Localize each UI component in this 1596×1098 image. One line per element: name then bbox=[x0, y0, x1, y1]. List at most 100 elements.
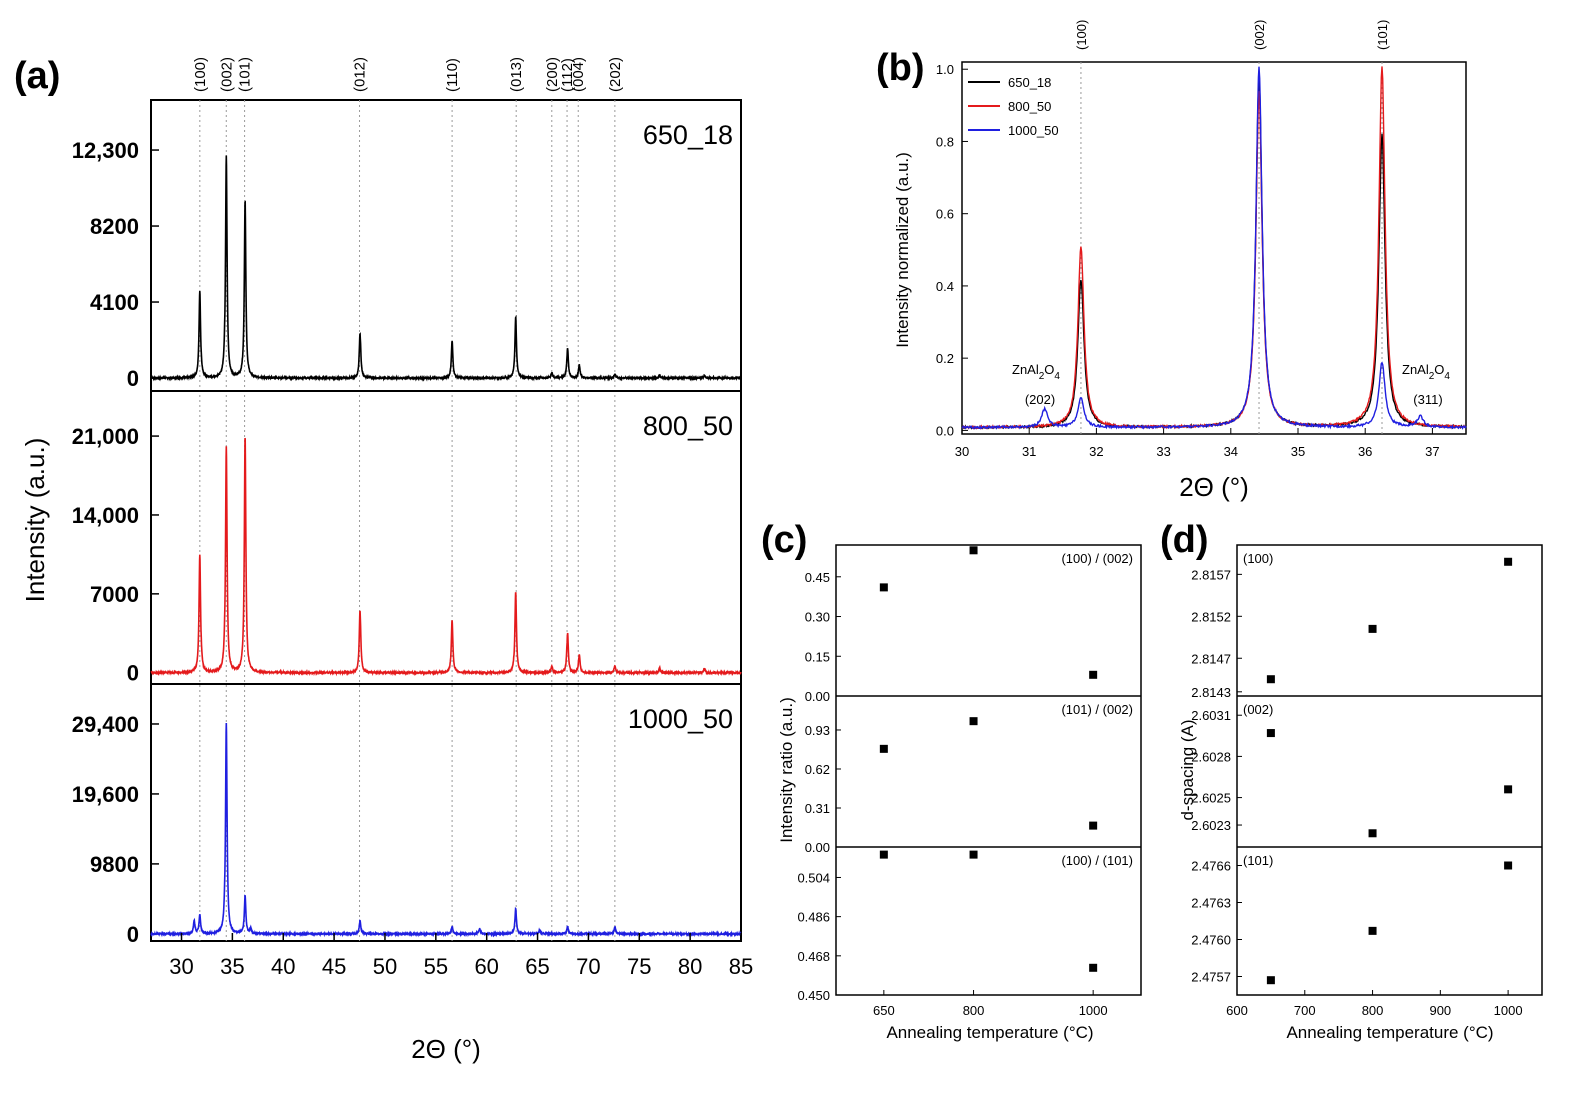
data-point bbox=[879, 583, 888, 592]
data-point bbox=[1504, 861, 1513, 870]
ytick-label-0-450: 0.450 bbox=[797, 988, 830, 1003]
xtick-label-55: 55 bbox=[424, 954, 448, 979]
subplot-title-100-002: (100) / (002) bbox=[1061, 551, 1133, 566]
series-label-1000-50: 1000_50 bbox=[628, 704, 733, 734]
xtick-label-40: 40 bbox=[271, 954, 295, 979]
data-point bbox=[1368, 624, 1377, 633]
ytick-label-0-15: 0.15 bbox=[805, 649, 830, 664]
ytick-label-2-4757: 2.4757 bbox=[1191, 970, 1231, 985]
subplot-title-100-101: (100) / (101) bbox=[1061, 853, 1133, 868]
xtick-label-b-35: 35 bbox=[1291, 444, 1305, 459]
hkl-label-002: (002) bbox=[1252, 20, 1267, 50]
hkl-label-012: (012) bbox=[352, 57, 369, 92]
xtick-label-45: 45 bbox=[322, 954, 346, 979]
ytick-label-b-0-2: 0.2 bbox=[936, 351, 954, 366]
hkl-label-101: (101) bbox=[1375, 20, 1390, 50]
ytick-label-21-000: 21,000 bbox=[72, 424, 139, 449]
xtick-label-panel-c-800: 800 bbox=[963, 1003, 985, 1018]
hkl-label-112: (112) bbox=[559, 58, 576, 92]
annotation-hkl-202: (202) bbox=[1025, 392, 1055, 407]
ytick-label-b-1-0: 1.0 bbox=[936, 62, 954, 77]
ytick-label-2-8152: 2.8152 bbox=[1191, 609, 1231, 624]
ytick-label-0-62: 0.62 bbox=[805, 762, 830, 777]
ytick-label-7000: 7000 bbox=[90, 582, 139, 607]
subplot-title-101-002: (101) / (002) bbox=[1061, 702, 1133, 717]
ytick-label-b-0-6: 0.6 bbox=[936, 207, 954, 222]
data-point bbox=[1266, 976, 1275, 985]
ytick-label-0-30: 0.30 bbox=[805, 610, 830, 625]
data-point bbox=[1368, 829, 1377, 838]
legend-label-1000-50: 1000_50 bbox=[1008, 123, 1059, 138]
data-point bbox=[1266, 729, 1275, 738]
annotation-part: 4 bbox=[1444, 371, 1450, 382]
subplot-title-100: (100) bbox=[1243, 551, 1273, 566]
annotation-zinc-aluminate: ZnAl2O4 bbox=[1012, 362, 1060, 382]
hkl-label-004: (004) bbox=[570, 57, 587, 92]
xtick-label-80: 80 bbox=[678, 954, 702, 979]
xtick-label-b-36: 36 bbox=[1358, 444, 1372, 459]
ytick-label-19-600: 19,600 bbox=[72, 782, 139, 807]
ytick-label-2-6031: 2.6031 bbox=[1191, 708, 1231, 723]
xtick-label-70: 70 bbox=[576, 954, 600, 979]
y-axis-label-panel-c: Intensity ratio (a.u.) bbox=[777, 697, 796, 843]
ytick-label-4100: 4100 bbox=[90, 290, 139, 315]
panel-a-frame bbox=[150, 99, 742, 942]
series-line-650-18 bbox=[150, 155, 742, 382]
xtick-label-panel-c-1000: 1000 bbox=[1079, 1003, 1108, 1018]
x-axis-label-b: 2Θ (°) bbox=[1179, 472, 1249, 502]
ytick-label-29-400: 29,400 bbox=[72, 712, 139, 737]
hkl-label-002: (002) bbox=[218, 57, 235, 92]
data-point bbox=[1089, 963, 1098, 972]
hkl-label-202: (202) bbox=[607, 57, 624, 92]
panel-a: (a) (100) (002) (101) (012) (110) (013) (200)(1… bbox=[14, 55, 753, 1064]
xtick-label-35: 35 bbox=[220, 954, 244, 979]
annotation-part: 4 bbox=[1054, 371, 1060, 382]
annotation-zinc-aluminate: ZnAl2O4 bbox=[1402, 362, 1450, 382]
series-label-650-18: 650_18 bbox=[643, 120, 733, 150]
y-axis-label-panel-d: d-spacing (A) bbox=[1178, 719, 1197, 820]
ytick-label-9800: 9800 bbox=[90, 852, 139, 877]
ytick-label-8200: 8200 bbox=[90, 214, 139, 239]
panel-d: (d) 2.8143 2.8147 2.8152 2.8157 (100) 2.6023 2.… bbox=[1160, 519, 1543, 1042]
hkl-label-110: (110) bbox=[444, 58, 461, 92]
ytick-label-b-0-8: 0.8 bbox=[936, 134, 954, 149]
subplot-title-101: (101) bbox=[1243, 853, 1273, 868]
ytick-label-0-00: 0.00 bbox=[805, 840, 830, 855]
annotation-part: O bbox=[1044, 362, 1054, 377]
ytick-label-2-8147: 2.8147 bbox=[1191, 651, 1231, 666]
xtick-label-b-32: 32 bbox=[1089, 444, 1103, 459]
ytick-label-0: 0 bbox=[127, 661, 139, 686]
x-axis-label-panel-c: Annealing temperature (°C) bbox=[886, 1023, 1093, 1042]
panel-c: (c) 0.00 0.15 0.30 0.45 (100) / (002) 0.00 0.31… bbox=[761, 519, 1142, 1042]
ytick-label-2-8157: 2.8157 bbox=[1191, 567, 1231, 582]
x-axis-label-panel-d: Annealing temperature (°C) bbox=[1286, 1023, 1493, 1042]
xtick-label-panel-d-900: 900 bbox=[1429, 1003, 1451, 1018]
panel-label-panel-c: (c) bbox=[761, 519, 807, 561]
data-point bbox=[1504, 557, 1513, 566]
data-point bbox=[1266, 675, 1275, 684]
annotation-hkl-311: (311) bbox=[1413, 392, 1442, 407]
data-point bbox=[1089, 821, 1098, 830]
panel-label-panel-d: (d) bbox=[1160, 519, 1209, 561]
hkl-label-101: (101) bbox=[237, 57, 254, 92]
ytick-label-2-4763: 2.4763 bbox=[1191, 896, 1231, 911]
ytick-label-0-486: 0.486 bbox=[797, 910, 830, 925]
xtick-label-panel-c-650: 650 bbox=[873, 1003, 895, 1018]
series-line-800-50 bbox=[150, 437, 742, 677]
ytick-label-0-00: 0.00 bbox=[805, 689, 830, 704]
data-point bbox=[879, 744, 888, 753]
xtick-label-b-34: 34 bbox=[1224, 444, 1238, 459]
series-line-b-800-50 bbox=[962, 66, 1467, 431]
xtick-label-75: 75 bbox=[627, 954, 651, 979]
ytick-label-0-31: 0.31 bbox=[805, 801, 830, 816]
ytick-label-0-45: 0.45 bbox=[805, 570, 830, 585]
series-line-b-1000-50 bbox=[961, 66, 1467, 430]
panel-b-frame bbox=[961, 61, 1467, 435]
annotation-part: ZnAl bbox=[1402, 362, 1429, 377]
ytick-label-2-6025: 2.6025 bbox=[1191, 791, 1231, 806]
y-axis-label-b: Intensity normalized (a.u.) bbox=[893, 152, 912, 348]
xtick-label-50: 50 bbox=[373, 954, 397, 979]
xtick-label-b-37: 37 bbox=[1425, 444, 1439, 459]
hkl-label-100: (100) bbox=[1074, 20, 1089, 50]
